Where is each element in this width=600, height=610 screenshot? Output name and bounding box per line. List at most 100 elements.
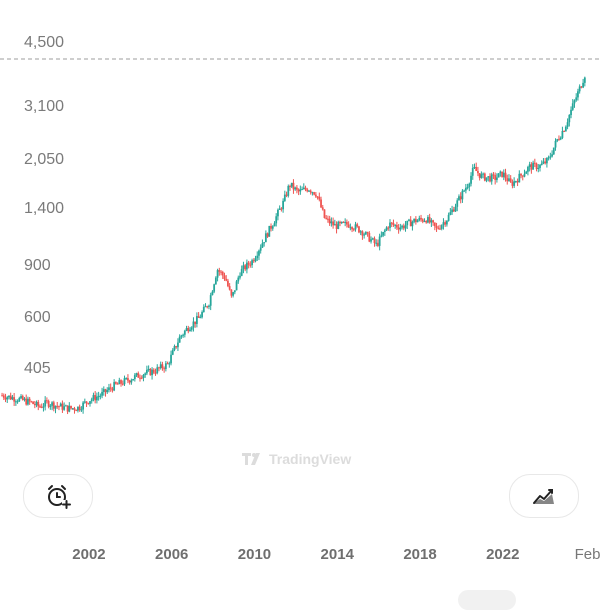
candle-down [332, 221, 335, 226]
candle-up [301, 189, 303, 191]
candle-up [490, 174, 493, 182]
candle-up [71, 408, 74, 410]
candle-down [30, 401, 33, 403]
candle-up [80, 409, 83, 411]
candle-down [40, 406, 43, 408]
candle-up [261, 243, 264, 248]
candle-down [313, 192, 316, 195]
x-tick-label: 2010 [237, 546, 272, 563]
candle-down [320, 199, 322, 208]
candle-up [258, 250, 260, 256]
candle-up [102, 389, 105, 392]
candle-up [464, 187, 467, 191]
candle-up [499, 171, 502, 174]
candle-down [1, 395, 3, 397]
candle-down [109, 387, 112, 389]
candle-down [292, 182, 295, 190]
candle-up [378, 236, 381, 246]
candle-up [514, 181, 517, 183]
candle-down [161, 364, 164, 369]
candle-down [558, 139, 560, 141]
indicators-button[interactable] [509, 474, 579, 518]
candle-down [477, 171, 479, 174]
y-tick-label: 600 [24, 309, 51, 327]
candle-down [432, 220, 435, 223]
candle-up [97, 396, 100, 398]
candle-down [73, 408, 76, 411]
candle-up [156, 367, 159, 374]
candle-up [147, 368, 150, 370]
candle-down [120, 380, 122, 384]
candle-up [340, 221, 343, 224]
candle-up [430, 220, 433, 223]
candle-down [166, 363, 169, 365]
candle-down [339, 221, 341, 224]
candle-up [389, 222, 391, 228]
candle-down [295, 187, 298, 190]
candle-down [483, 173, 486, 181]
candle-down [52, 402, 55, 409]
candle-down [437, 227, 440, 229]
candle-up [275, 216, 278, 224]
candle-up [254, 258, 257, 262]
candle-down [325, 217, 328, 219]
candle-up [51, 402, 53, 406]
candle-up [382, 231, 385, 236]
candle-down [435, 226, 438, 228]
candle-up [423, 221, 426, 223]
candle-up [551, 154, 553, 157]
candle-down [321, 207, 324, 210]
candle-up [277, 209, 279, 217]
candle-up [123, 378, 126, 385]
candle-up [208, 305, 210, 307]
candle-up [447, 214, 450, 221]
candle-down [85, 401, 88, 403]
candle-up [383, 230, 386, 232]
candle-up [359, 231, 362, 233]
candle-up [54, 405, 57, 409]
candle-up [454, 206, 457, 212]
candle-up [311, 192, 314, 194]
candle-up [495, 177, 498, 180]
candle-down [39, 406, 41, 408]
candle-up [183, 330, 186, 335]
candle-up [394, 224, 397, 226]
candle-up [482, 173, 485, 175]
candle-down [327, 218, 329, 220]
candle-up [485, 177, 488, 181]
candle-down [249, 264, 252, 266]
candle-up [487, 176, 490, 178]
candle-up [451, 209, 453, 213]
candle-down [421, 219, 424, 222]
candle-up [204, 306, 207, 308]
candle-up [406, 220, 409, 226]
candles-group [1, 76, 586, 415]
candle-up [271, 226, 274, 229]
candle-up [59, 403, 62, 407]
candle-up [106, 390, 109, 393]
candle-up [195, 316, 198, 324]
candle-down [402, 225, 405, 229]
candle-down [377, 242, 379, 246]
candle-up [170, 354, 172, 364]
candle-down [13, 397, 16, 402]
candle-up [251, 260, 253, 266]
candle-up [283, 194, 286, 201]
candle-down [521, 175, 524, 177]
candle-down [66, 405, 69, 412]
candle-down [309, 190, 312, 193]
candle-down [230, 289, 233, 296]
candle-up [11, 397, 14, 400]
candle-up [513, 181, 516, 186]
candle-up [209, 295, 212, 306]
candle-up [173, 346, 176, 351]
candle-down [227, 280, 229, 287]
candle-up [171, 350, 174, 355]
add-alert-button[interactable] [23, 474, 93, 518]
candle-up [113, 382, 116, 391]
candle-up [92, 395, 95, 400]
candle-down [111, 388, 114, 391]
bottom-tab-peek[interactable] [458, 590, 516, 610]
